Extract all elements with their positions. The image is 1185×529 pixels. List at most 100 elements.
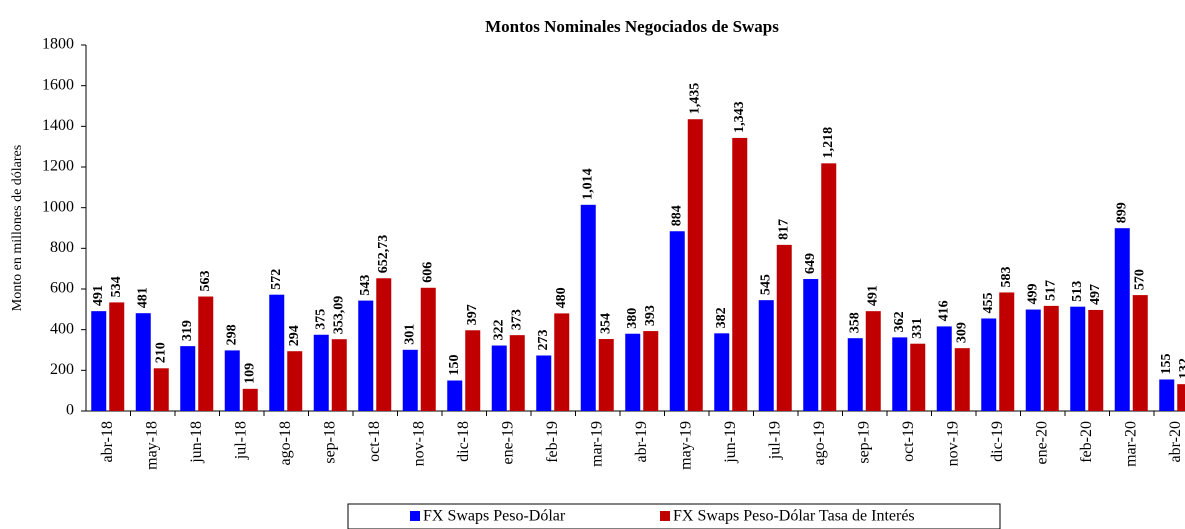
data-label: 499 — [1025, 284, 1040, 305]
data-label: 382 — [714, 307, 729, 328]
data-label: 563 — [198, 271, 213, 292]
bar — [331, 339, 347, 411]
data-label: 322 — [491, 320, 506, 341]
data-label: 899 — [1114, 202, 1129, 223]
x-tick-label: ago-19 — [811, 421, 828, 465]
bar — [1132, 295, 1148, 411]
y-tick-label: 1000 — [42, 198, 74, 215]
data-label: 652,73 — [376, 235, 391, 274]
data-label: 491 — [865, 285, 880, 306]
data-label: 301 — [402, 324, 417, 345]
bar — [554, 313, 570, 411]
data-label: 380 — [625, 308, 640, 329]
data-label: 319 — [180, 320, 195, 341]
x-tick-label: jul-19 — [766, 421, 783, 460]
legend-swatch — [410, 511, 420, 521]
bar — [1043, 305, 1059, 411]
data-label: 354 — [598, 313, 613, 334]
y-tick-label: 0 — [66, 402, 74, 419]
y-tick-label: 800 — [50, 239, 74, 256]
data-label: 353,09 — [331, 296, 346, 335]
data-label: 570 — [1132, 269, 1147, 290]
bar — [1070, 306, 1086, 411]
data-label: 545 — [758, 274, 773, 295]
data-label: 273 — [536, 329, 551, 350]
bar — [999, 292, 1015, 411]
bar — [224, 350, 240, 411]
x-tick-label: feb-19 — [544, 421, 561, 463]
data-label: 583 — [999, 266, 1014, 287]
x-tick-label: mar-19 — [588, 421, 605, 467]
bar — [91, 311, 107, 411]
data-label: 375 — [313, 309, 328, 330]
legend-label: FX Swaps Peso-Dólar — [423, 508, 566, 525]
data-label: 534 — [109, 276, 124, 297]
x-tick-label: sep-19 — [855, 421, 872, 464]
bar — [376, 278, 392, 411]
x-tick-label: nov-19 — [944, 421, 961, 466]
data-label: 481 — [135, 287, 150, 308]
x-tick-label: ene-20 — [1033, 421, 1050, 465]
data-label: 393 — [643, 305, 658, 326]
legend-label: FX Swaps Peso-Dólar Tasa de Interés — [673, 508, 915, 525]
data-label: 416 — [936, 300, 951, 321]
bar — [598, 339, 614, 411]
data-label: 331 — [910, 318, 925, 339]
bar — [643, 331, 659, 411]
bar — [491, 345, 507, 411]
bar — [269, 294, 285, 411]
data-label: 1,435 — [687, 83, 702, 115]
bar — [580, 204, 596, 411]
data-label: 109 — [242, 363, 257, 384]
bar — [981, 318, 997, 411]
bar — [198, 296, 214, 411]
legend-swatch — [660, 511, 670, 521]
x-tick-label: oct-18 — [366, 421, 383, 462]
x-tick-label: ene-19 — [499, 421, 516, 465]
bar — [1159, 379, 1175, 411]
bar — [109, 302, 125, 411]
bar — [1025, 309, 1041, 411]
data-label: 294 — [287, 325, 302, 346]
bar — [1114, 228, 1130, 411]
x-tick-label: ago-18 — [277, 421, 294, 465]
bar — [242, 388, 258, 411]
data-label: 649 — [803, 253, 818, 274]
bar — [1088, 309, 1104, 411]
x-tick-label: abr-18 — [99, 421, 116, 462]
bar — [687, 119, 703, 411]
x-tick-label: may-19 — [677, 421, 694, 470]
bar — [402, 349, 418, 411]
bar — [1177, 384, 1185, 411]
y-tick-label: 1800 — [42, 36, 74, 53]
bar — [313, 334, 329, 411]
bar — [847, 338, 863, 411]
data-label: 606 — [420, 262, 435, 283]
bar — [669, 231, 685, 411]
bar — [536, 355, 552, 411]
bar — [936, 326, 952, 411]
data-label: 884 — [669, 205, 684, 226]
x-tick-label: may-18 — [143, 421, 160, 470]
bar — [803, 279, 819, 411]
y-tick-label: 1600 — [42, 76, 74, 93]
bar — [153, 368, 169, 411]
data-label: 491 — [91, 285, 106, 306]
data-label: 397 — [465, 304, 480, 325]
x-tick-label: oct-19 — [900, 421, 917, 462]
bar — [892, 337, 908, 411]
bar — [776, 244, 792, 411]
bar — [180, 346, 196, 411]
data-label: 358 — [847, 312, 862, 333]
x-tick-label: mar-20 — [1122, 421, 1139, 467]
x-tick-label: abr-19 — [633, 421, 650, 462]
data-label: 1,014 — [580, 168, 595, 200]
y-tick-label: 1200 — [42, 158, 74, 175]
data-label: 480 — [554, 287, 569, 308]
data-label: 155 — [1159, 353, 1174, 374]
bar — [358, 300, 374, 411]
data-label: 517 — [1043, 280, 1058, 301]
chart-title: Montos Nominales Negociados de Swaps — [485, 17, 779, 36]
y-axis-label: Monto en millones de dólares — [10, 145, 25, 311]
